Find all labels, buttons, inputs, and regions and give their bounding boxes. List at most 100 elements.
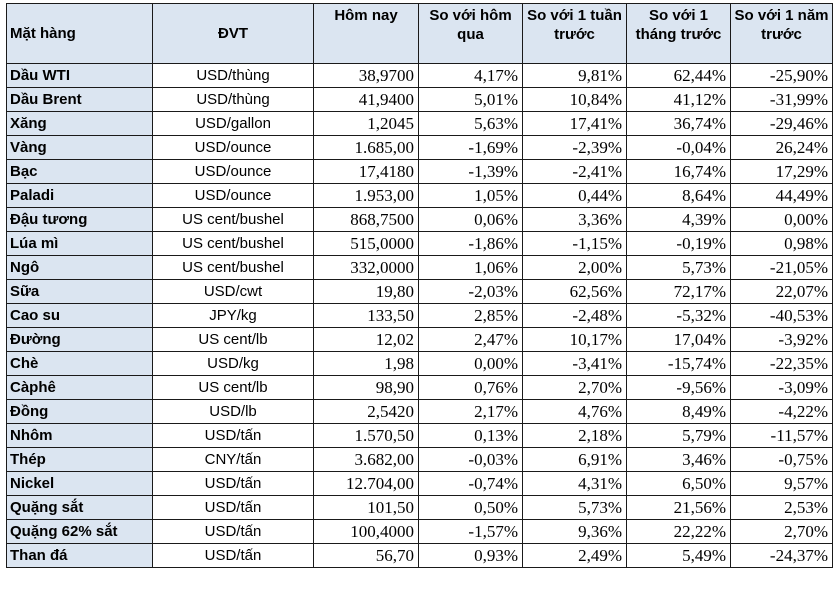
commodity-name-cell: Thép <box>6 447 153 472</box>
table-row: Đồng USD/lb 2,5420 2,17% 4,76% 8,49% -4,22% <box>6 399 833 424</box>
unit-cell: USD/tấn <box>152 543 314 568</box>
table-row: Quặng sắt USD/tấn 101,50 0,50% 5,73% 21,56% 2,… <box>6 495 833 520</box>
unit-cell: USD/tấn <box>152 471 314 496</box>
change-vs-yesterday-cell: -1,69% <box>418 135 523 160</box>
commodity-name-cell: Lúa mì <box>6 231 153 256</box>
change-vs-month-cell: -9,56% <box>626 375 731 400</box>
change-vs-month-cell: -15,74% <box>626 351 731 376</box>
today-price-cell: 12,02 <box>313 327 419 352</box>
header-vs-year: So với 1 năm trước <box>730 3 833 64</box>
change-vs-month-cell: 8,64% <box>626 183 731 208</box>
unit-cell: USD/lb <box>152 399 314 424</box>
change-vs-yesterday-cell: 0,93% <box>418 543 523 568</box>
change-vs-yesterday-cell: 2,85% <box>418 303 523 328</box>
change-vs-month-cell: 6,50% <box>626 471 731 496</box>
unit-cell: USD/ounce <box>152 183 314 208</box>
unit-cell: US cent/lb <box>152 327 314 352</box>
change-vs-month-cell: 21,56% <box>626 495 731 520</box>
change-vs-month-cell: 36,74% <box>626 111 731 136</box>
commodity-name-cell: Chè <box>6 351 153 376</box>
change-vs-year-cell: -0,75% <box>730 447 833 472</box>
change-vs-month-cell: 17,04% <box>626 327 731 352</box>
change-vs-month-cell: 62,44% <box>626 63 731 88</box>
today-price-cell: 2,5420 <box>313 399 419 424</box>
table-row: Paladi USD/ounce 1.953,00 1,05% 0,44% 8,64% 44… <box>6 183 833 208</box>
unit-cell: USD/tấn <box>152 423 314 448</box>
unit-cell: USD/thùng <box>152 63 314 88</box>
table-row: Nickel USD/tấn 12.704,00 -0,74% 4,31% 6,50% 9,… <box>6 471 833 496</box>
change-vs-yesterday-cell: -0,74% <box>418 471 523 496</box>
table-row: Đường US cent/lb 12,02 2,47% 10,17% 17,04% -3,… <box>6 327 833 352</box>
change-vs-month-cell: -5,32% <box>626 303 731 328</box>
change-vs-month-cell: 22,22% <box>626 519 731 544</box>
change-vs-yesterday-cell: 0,13% <box>418 423 523 448</box>
change-vs-month-cell: -0,19% <box>626 231 731 256</box>
change-vs-week-cell: 62,56% <box>522 279 627 304</box>
change-vs-yesterday-cell: -1,86% <box>418 231 523 256</box>
commodity-name-cell: Quặng 62% sắt <box>6 519 153 544</box>
today-price-cell: 1,98 <box>313 351 419 376</box>
change-vs-yesterday-cell: -2,03% <box>418 279 523 304</box>
table-row: Lúa mì US cent/bushel 515,0000 -1,86% -1,15%… <box>6 231 833 256</box>
table-row: Cao su JPY/kg 133,50 2,85% -2,48% -5,32% -40,5… <box>6 303 833 328</box>
change-vs-year-cell: 44,49% <box>730 183 833 208</box>
today-price-cell: 133,50 <box>313 303 419 328</box>
table-row: Than đá USD/tấn 56,70 0,93% 2,49% 5,49% -24,37… <box>6 543 833 568</box>
table-row: Càphê US cent/lb 98,90 0,76% 2,70% -9,56% -3,0… <box>6 375 833 400</box>
change-vs-week-cell: -2,39% <box>522 135 627 160</box>
change-vs-week-cell: 2,49% <box>522 543 627 568</box>
change-vs-week-cell: 9,36% <box>522 519 627 544</box>
table-row: Sữa USD/cwt 19,80 -2,03% 62,56% 72,17% 22,07% <box>6 279 833 304</box>
table-row: Quặng 62% sắt USD/tấn 100,4000 -1,57% 9,36% 2… <box>6 519 833 544</box>
change-vs-yesterday-cell: 0,00% <box>418 351 523 376</box>
change-vs-year-cell: -21,05% <box>730 255 833 280</box>
table-row: Dầu WTI USD/thùng 38,9700 4,17% 9,81% 62,44% -… <box>6 63 833 88</box>
unit-cell: USD/kg <box>152 351 314 376</box>
change-vs-week-cell: 2,00% <box>522 255 627 280</box>
commodity-name-cell: Xăng <box>6 111 153 136</box>
commodity-name-cell: Đường <box>6 327 153 352</box>
commodity-name-cell: Đậu tương <box>6 207 153 232</box>
change-vs-month-cell: 4,39% <box>626 207 731 232</box>
commodity-name-cell: Quặng sắt <box>6 495 153 520</box>
change-vs-year-cell: -3,09% <box>730 375 833 400</box>
change-vs-yesterday-cell: 2,17% <box>418 399 523 424</box>
today-price-cell: 1.953,00 <box>313 183 419 208</box>
header-vs-yesterday: So với hôm qua <box>418 3 523 64</box>
today-price-cell: 1.570,50 <box>313 423 419 448</box>
today-price-cell: 17,4180 <box>313 159 419 184</box>
change-vs-year-cell: 2,53% <box>730 495 833 520</box>
unit-cell: USD/thùng <box>152 87 314 112</box>
today-price-cell: 98,90 <box>313 375 419 400</box>
commodity-name-cell: Ngô <box>6 255 153 280</box>
table-row: Thép CNY/tấn 3.682,00 -0,03% 6,91% 3,46% -0,75… <box>6 447 833 472</box>
commodity-name-cell: Paladi <box>6 183 153 208</box>
unit-cell: USD/tấn <box>152 519 314 544</box>
today-price-cell: 515,0000 <box>313 231 419 256</box>
table-row: Vàng USD/ounce 1.685,00 -1,69% -2,39% -0,04% 2… <box>6 135 833 160</box>
today-price-cell: 1.685,00 <box>313 135 419 160</box>
today-price-cell: 868,7500 <box>313 207 419 232</box>
change-vs-year-cell: 2,70% <box>730 519 833 544</box>
unit-cell: US cent/lb <box>152 375 314 400</box>
change-vs-yesterday-cell: -1,57% <box>418 519 523 544</box>
change-vs-week-cell: 10,84% <box>522 87 627 112</box>
change-vs-week-cell: 6,91% <box>522 447 627 472</box>
today-price-cell: 19,80 <box>313 279 419 304</box>
commodity-name-cell: Sữa <box>6 279 153 304</box>
change-vs-year-cell: -31,99% <box>730 87 833 112</box>
change-vs-year-cell: 26,24% <box>730 135 833 160</box>
commodity-name-cell: Nhôm <box>6 423 153 448</box>
table-row: Nhôm USD/tấn 1.570,50 0,13% 2,18% 5,79% -11,57… <box>6 423 833 448</box>
change-vs-week-cell: 3,36% <box>522 207 627 232</box>
change-vs-year-cell: -22,35% <box>730 351 833 376</box>
change-vs-week-cell: 9,81% <box>522 63 627 88</box>
header-vs-week: So với 1 tuần trước <box>522 3 627 64</box>
change-vs-year-cell: 9,57% <box>730 471 833 496</box>
change-vs-week-cell: -1,15% <box>522 231 627 256</box>
table-row: Xăng USD/gallon 1,2045 5,63% 17,41% 36,74% -29… <box>6 111 833 136</box>
change-vs-yesterday-cell: 5,63% <box>418 111 523 136</box>
table-row: Bạc USD/ounce 17,4180 -1,39% -2,41% 16,74% 17,… <box>6 159 833 184</box>
change-vs-week-cell: 5,73% <box>522 495 627 520</box>
change-vs-yesterday-cell: 2,47% <box>418 327 523 352</box>
